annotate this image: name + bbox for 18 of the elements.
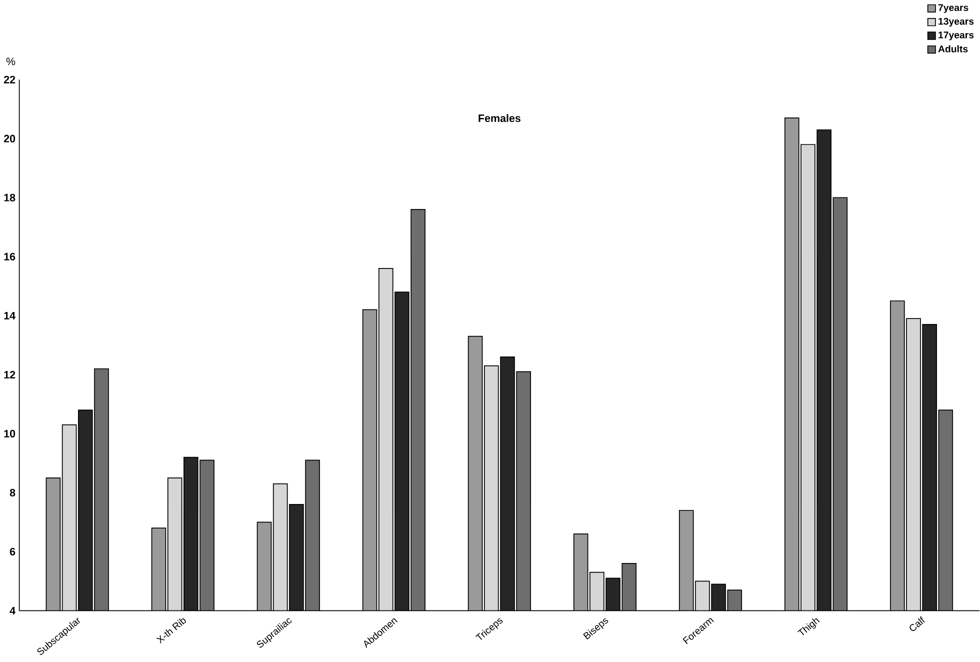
x-tick-label: X-th Rib (156, 618, 186, 644)
legend-label: 17years (938, 31, 974, 40)
y-tick-label: 8 (10, 488, 16, 496)
x-tick-label: Calf (910, 616, 925, 631)
y-axis-title: % (6, 57, 16, 65)
y-tick-label: 4 (10, 606, 16, 614)
y-tick-label: 18 (4, 194, 16, 202)
y-tick-label: 10 (4, 430, 16, 438)
text: Females (478, 114, 520, 122)
y-tick-label: 12 (4, 370, 16, 378)
legend-label: Adults (938, 45, 968, 52)
legend-label: 13years (938, 18, 974, 26)
y-tick-label: 16 (4, 252, 16, 260)
legend-label: 7years (938, 4, 968, 13)
y-tick-label: 6 (10, 548, 16, 556)
y-tick-label: 20 (4, 134, 16, 142)
y-tick-label: 14 (4, 312, 16, 320)
y-tick-label: 22 (4, 76, 16, 84)
